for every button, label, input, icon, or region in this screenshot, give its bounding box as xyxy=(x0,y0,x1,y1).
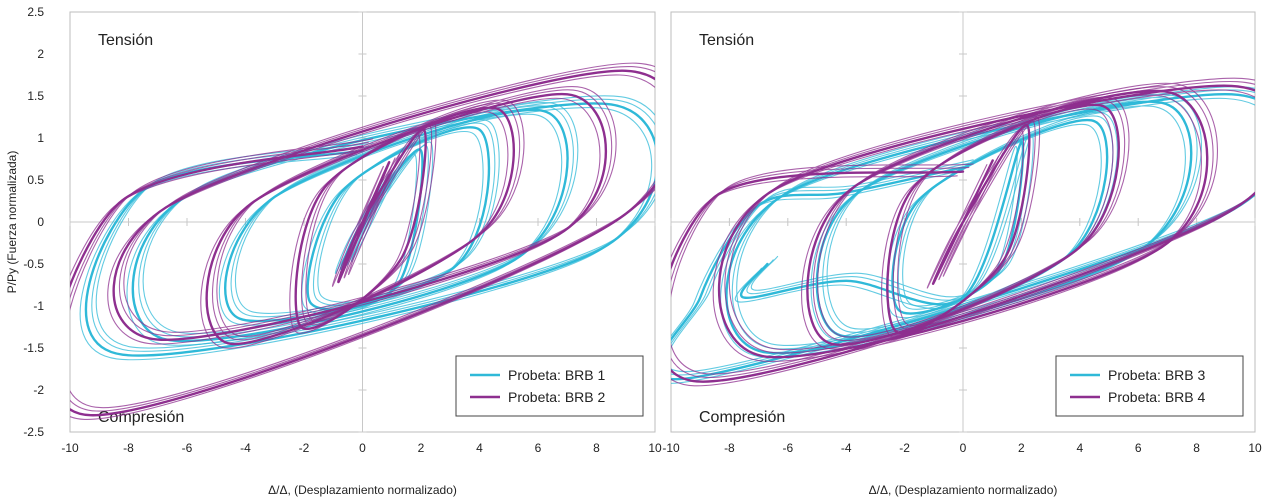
x-tick-label: -10 xyxy=(61,441,79,455)
series-2-group xyxy=(671,77,1255,387)
annotation-tension: Tensión xyxy=(98,32,153,49)
x-tick-label: 0 xyxy=(960,441,967,455)
y-tick-label: -0.5 xyxy=(23,257,44,271)
y-tick-label: 0 xyxy=(37,215,44,229)
series-2-group xyxy=(70,62,655,420)
series-line-2 xyxy=(671,84,1255,383)
y-tick-label: 1.5 xyxy=(27,89,44,103)
series-trace-2 xyxy=(671,81,1255,378)
annotation-compression: Compresión xyxy=(699,409,785,426)
x-tick-label: -8 xyxy=(724,441,735,455)
series-trace-1 xyxy=(671,97,1255,384)
y-tick-label: 1 xyxy=(37,131,44,145)
y-axis-label: P/Py (Fuerza normalizada) xyxy=(5,151,19,294)
legend-label: Probeta: BRB 4 xyxy=(1108,389,1205,405)
series-trace-2 xyxy=(70,74,655,420)
series-trace-2 xyxy=(671,89,1255,387)
y-tick-label: -1 xyxy=(33,299,44,313)
chart-left: -10 -8 -6 -4 -2 0 2 4 6 8 10 -2.5 -2 -1.5 -1 -0.5 0 0.5 1 1… xyxy=(5,5,662,497)
series-trace-2 xyxy=(70,62,655,409)
series-trace-2 xyxy=(671,77,1255,375)
x-tick-label: 6 xyxy=(535,441,542,455)
chart-right: -10 -8 -6 -4 -2 0 2 4 6 8 10 Δ/Δ, (Desplazamiento n… xyxy=(662,11,1262,497)
x-tick-label: 2 xyxy=(1018,441,1025,455)
series-trace-1 xyxy=(91,98,655,352)
x-tick-label: 10 xyxy=(648,441,662,455)
legend-box xyxy=(1055,355,1244,417)
x-tick-label: 8 xyxy=(1193,441,1200,455)
y-tick-label: 2 xyxy=(37,47,44,61)
y-tick-label: -2 xyxy=(33,383,44,397)
series-line-1 xyxy=(84,102,655,357)
x-tick-label: -4 xyxy=(240,441,251,455)
x-tick-label: 6 xyxy=(1135,441,1142,455)
x-tick-label: 0 xyxy=(359,441,366,455)
y-tick-label: 0.5 xyxy=(27,173,44,187)
x-tick-label: 4 xyxy=(476,441,483,455)
x-tick-label: -6 xyxy=(182,441,193,455)
x-tick-label: -6 xyxy=(782,441,793,455)
series-trace-1 xyxy=(79,107,653,361)
x-tick-label: 4 xyxy=(1076,441,1083,455)
y-tick-label: -1.5 xyxy=(23,341,44,355)
x-axis-label: Δ/Δ, (Desplazamiento normalizado) xyxy=(268,483,457,497)
x-tick-label: -8 xyxy=(123,441,134,455)
x-tick-label: -2 xyxy=(299,441,310,455)
x-tick-label: 8 xyxy=(593,441,600,455)
legend-label: Probeta: BRB 1 xyxy=(508,367,605,383)
x-tick-label: 2 xyxy=(418,441,425,455)
x-tick-label: -2 xyxy=(899,441,910,455)
series-trace-2 xyxy=(70,66,655,412)
y-tick-label: -2.5 xyxy=(23,425,44,439)
legend-label: Probeta: BRB 2 xyxy=(508,389,605,405)
x-tick-label: -4 xyxy=(841,441,852,455)
legend-label: Probeta: BRB 3 xyxy=(1108,367,1205,383)
y-tick-label: 2.5 xyxy=(27,5,44,19)
x-tick-label: -10 xyxy=(662,441,680,455)
x-tick-label: 10 xyxy=(1248,441,1262,455)
annotation-tension: Tensión xyxy=(699,32,754,49)
x-axis-label: Δ/Δ, (Desplazamiento normalizado) xyxy=(869,483,1058,497)
legend-box xyxy=(455,355,644,417)
